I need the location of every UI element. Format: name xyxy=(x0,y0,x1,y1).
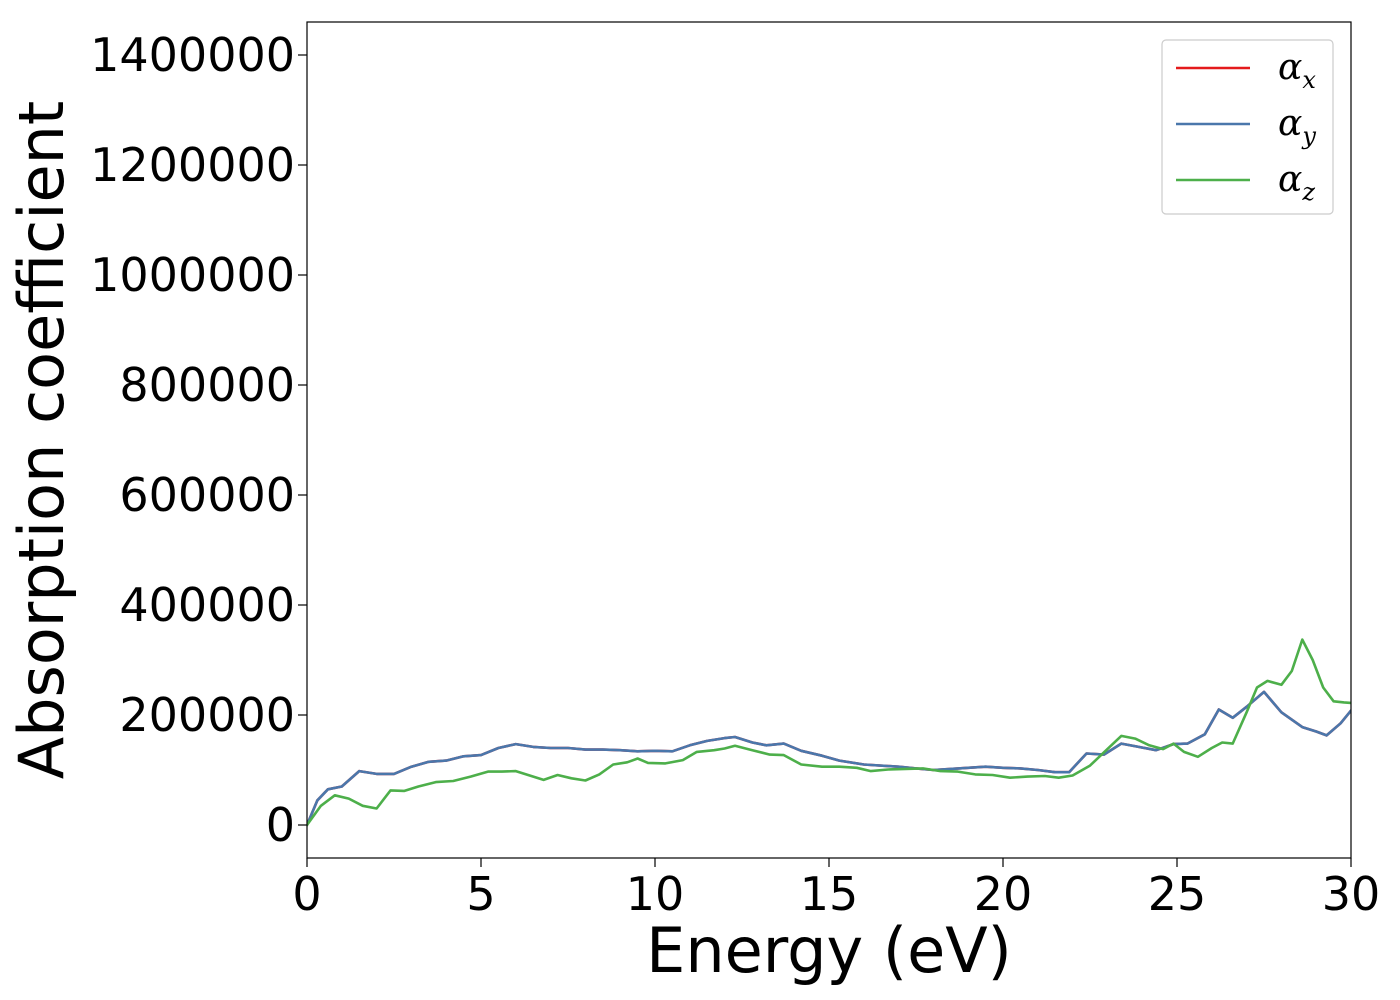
y-tick-label: 0 xyxy=(266,798,295,852)
legend-label-y: αy xyxy=(1278,103,1316,150)
x-tick-label: 20 xyxy=(974,867,1033,921)
series-line-z xyxy=(307,638,1351,827)
y-tick-label: 200000 xyxy=(119,688,295,742)
y-axis-ticks: 0 200000 400000 600000 800000 1000000 1200000 1… xyxy=(90,28,307,852)
y-tick-label: 1400000 xyxy=(90,28,295,82)
x-tick-label: 30 xyxy=(1322,867,1381,921)
legend-label-x: αx xyxy=(1278,47,1316,94)
x-tick-label: 0 xyxy=(292,867,321,921)
y-tick-label: 600000 xyxy=(119,468,295,522)
y-tick-label: 400000 xyxy=(119,578,295,632)
legend: αx αy αz xyxy=(1161,39,1334,215)
x-tick-label: 15 xyxy=(800,867,859,921)
series-line-y xyxy=(307,690,1351,827)
legend-label-z: αz xyxy=(1278,159,1315,206)
y-axis-label: Absorption coefficient xyxy=(5,101,78,780)
x-tick-label: 10 xyxy=(626,867,685,921)
legend-box xyxy=(1161,39,1334,215)
x-axis-ticks: 0 5 10 15 20 25 30 xyxy=(292,858,1380,921)
x-tick-label: 5 xyxy=(466,867,495,921)
series-lines xyxy=(307,638,1351,827)
y-tick-label: 1200000 xyxy=(90,138,295,192)
y-tick-label: 1000000 xyxy=(90,248,295,302)
y-tick-label: 800000 xyxy=(119,358,295,412)
x-axis-label: Energy (eV) xyxy=(646,914,1012,987)
x-tick-label: 25 xyxy=(1148,867,1207,921)
